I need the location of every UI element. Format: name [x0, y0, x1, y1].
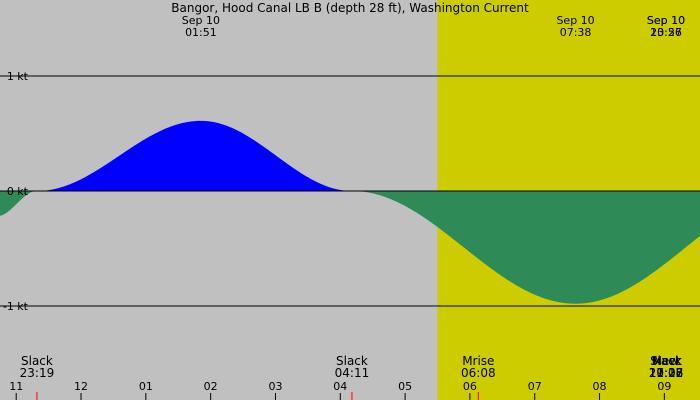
x-tick-label: 05 [398, 380, 412, 393]
gridlines [0, 75, 700, 307]
x-tick-label: 07 [528, 380, 542, 393]
chart-title: Bangor, Hood Canal LB B (depth 28 ft), W… [171, 1, 529, 15]
top-time-label: 07:38 [560, 26, 592, 39]
event-time-label: 11:02 [649, 366, 684, 380]
top-time-label: 01:51 [185, 26, 217, 39]
event-name-label: Slack [336, 354, 368, 368]
event-labels: Slack23:19Slack04:11Mrise06:08Slack11:02… [20, 354, 684, 380]
top-date-label: Sep 10 [556, 14, 594, 27]
event-time-label: 23:19 [20, 366, 55, 380]
event-name-label: Slack [650, 354, 682, 368]
x-tick-label: 02 [204, 380, 218, 393]
top-time-label: 20:27 [650, 26, 682, 39]
top-date-label: Sep 10 [647, 14, 685, 27]
y-tick-label: 1 kt [7, 70, 29, 83]
event-name-label: Mrise [462, 354, 494, 368]
x-tick-label: 03 [268, 380, 282, 393]
top-time-label: 13:56 [650, 26, 682, 39]
x-tick-label: 04 [333, 380, 347, 393]
event-time-label: 04:11 [335, 366, 370, 380]
x-tick-label: 08 [593, 380, 607, 393]
top-date-label: Sep 10 [182, 14, 220, 27]
x-axis: 1112010203040506070809101112010203040506… [9, 380, 671, 400]
y-tick-label: 0 kt [7, 185, 29, 198]
ebb-area-0 [0, 191, 37, 216]
x-tick-label: 06 [463, 380, 477, 393]
event-time-label: 06:08 [461, 366, 496, 380]
event-name-label: Slack [650, 354, 682, 368]
y-tick-label: -1 kt [3, 300, 29, 313]
event-name-label: New [653, 354, 679, 368]
event-time-label: 20:27 [649, 366, 684, 380]
x-tick-label: 12 [74, 380, 88, 393]
x-tick-label: 01 [139, 380, 153, 393]
top-date-label: Sep 10 [647, 14, 685, 27]
event-time-label: 19:16 [649, 366, 684, 380]
x-tick-label: 09 [657, 380, 671, 393]
current-areas [0, 120, 700, 304]
event-time-label: 17:08 [649, 366, 684, 380]
x-tick-label: 11 [9, 380, 23, 393]
event-name-label: Mset [652, 354, 681, 368]
ebb-area-2 [352, 191, 700, 304]
event-name-label: Slack [21, 354, 53, 368]
y-axis-labels: 1 kt 0 kt -1 kt [3, 70, 29, 313]
flood-area-1 [37, 120, 352, 191]
